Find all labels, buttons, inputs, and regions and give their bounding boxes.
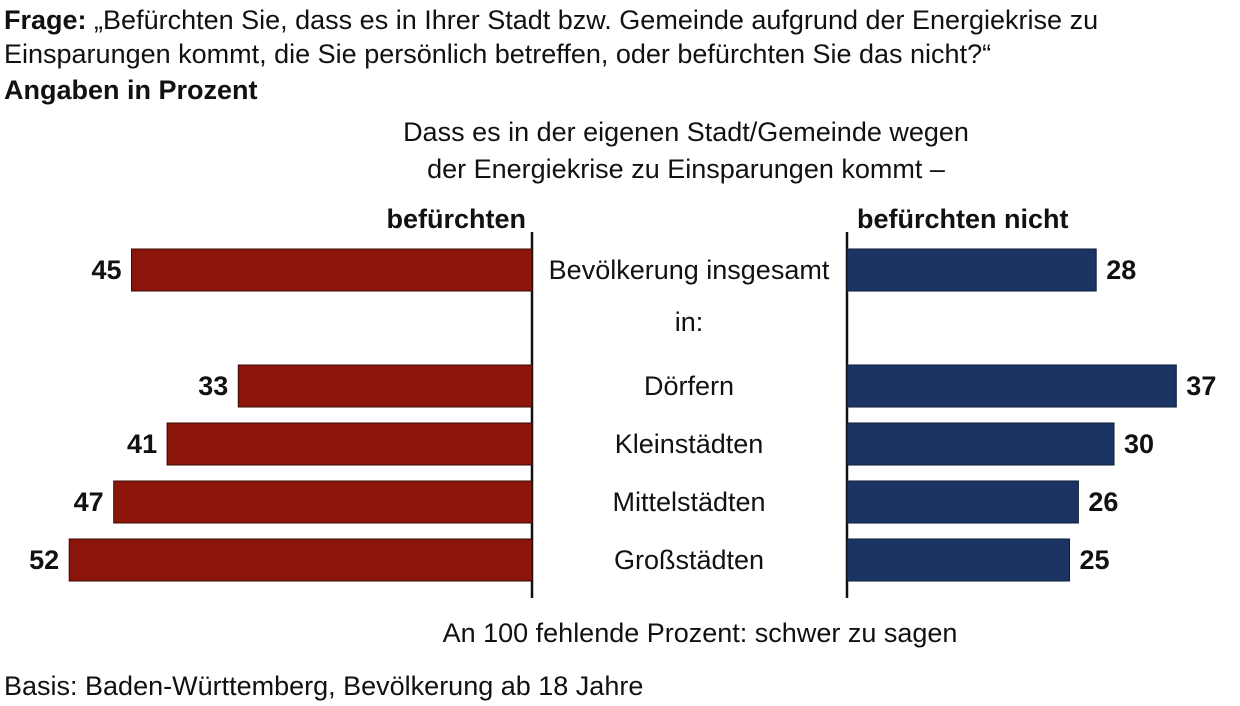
value-label-befuerchten: 47 [74,487,104,517]
bar-befuerchten [166,422,533,466]
category-label: Bevölkerung insgesamt [549,255,830,285]
value-label-befuerchten-nicht: 30 [1124,429,1154,459]
question-text-2: Einsparungen kommt, die Sie persönlich b… [4,39,992,69]
value-label-befuerchten: 52 [29,545,59,575]
group-label: in: [675,307,704,337]
bar-befuerchten-nicht [846,364,1177,408]
question-line-1: Frage: „Befürchten Sie, dass es in Ihrer… [4,4,1098,36]
chart-subtitle-2: der Energiekrise zu Einsparungen kommt – [427,154,945,184]
bar-befuerchten [237,364,533,408]
value-label-befuerchten: 33 [198,371,228,401]
bar-befuerchten-nicht [846,538,1070,582]
value-label-befuerchten-nicht: 37 [1186,371,1216,401]
category-label: Kleinstädten [615,429,764,459]
category-label: Mittelstädten [612,487,765,517]
value-label-befuerchten: 41 [127,429,157,459]
question-label: Frage: [4,5,87,35]
value-label-befuerchten: 45 [91,255,121,285]
bar-befuerchten-nicht [846,248,1097,292]
series-label-befuerchten-nicht: befürchten nicht [857,204,1069,234]
category-label: Großstädten [614,545,764,575]
bar-befuerchten-nicht [846,480,1079,524]
basis-note: Basis: Baden-Württemberg, Bevölkerung ab… [4,671,644,701]
bar-befuerchten [113,480,533,524]
series-label-befuerchten: befürchten [386,204,526,234]
footer-note: An 100 fehlende Prozent: schwer zu sagen [442,618,958,648]
question-text-1: „Befürchten Sie, dass es in Ihrer Stadt … [94,5,1099,35]
value-label-befuerchten-nicht: 26 [1088,487,1118,517]
unit-note: Angaben in Prozent [4,75,258,105]
bar-befuerchten [131,248,533,292]
value-label-befuerchten-nicht: 28 [1106,255,1136,285]
bar-befuerchten [68,538,533,582]
chart-subtitle-1: Dass es in der eigenen Stadt/Gemeinde we… [403,117,969,147]
category-label: Dörfern [644,371,734,401]
value-label-befuerchten-nicht: 25 [1080,545,1110,575]
bar-befuerchten-nicht [846,422,1115,466]
